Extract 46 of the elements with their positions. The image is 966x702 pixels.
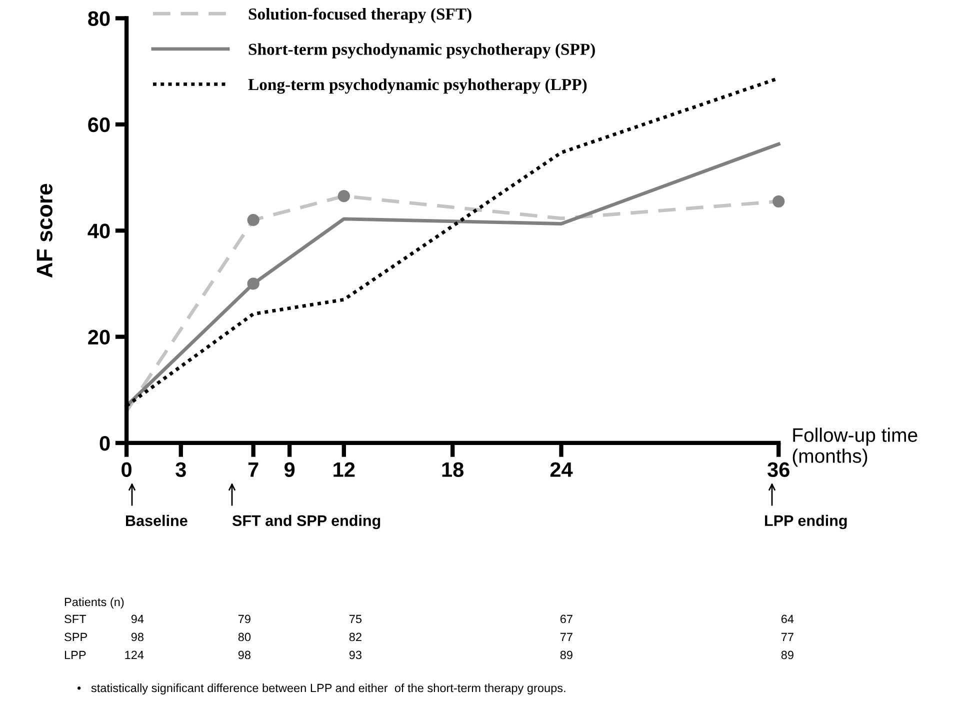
point (338, 190, 350, 202)
text: 67 (560, 614, 572, 624)
text: 77 (560, 632, 572, 642)
text: 77 (781, 632, 794, 642)
text: 124 (125, 650, 144, 660)
legend-label: Long-term psychodynamic psyhotherapy (LPP) (248, 78, 587, 94)
x-tick-label: 12 (334, 462, 355, 477)
x-tick-label: 9 (284, 462, 295, 478)
x-tick-label: 18 (442, 462, 464, 478)
text: 89 (560, 650, 572, 660)
text: SFT (64, 614, 86, 624)
point (247, 278, 260, 290)
text: 80 (238, 632, 251, 642)
point (772, 195, 785, 208)
text: 98 (238, 650, 250, 660)
text: 93 (349, 650, 362, 660)
y-tick-label: 60 (88, 117, 110, 132)
x-tick-label: 7 (248, 462, 258, 477)
y-tick-label: 80 (88, 11, 110, 26)
x-tick-label: 36 (767, 462, 790, 478)
point (247, 214, 260, 226)
y-tick-label: 0 (100, 436, 110, 451)
text: 64 (781, 614, 794, 624)
x-axis-title: Follow-up time (months) (792, 428, 918, 467)
text: 98 (131, 632, 144, 642)
text: 79 (238, 614, 250, 624)
text: LPP (64, 650, 86, 660)
y-tick-label: 40 (88, 224, 110, 238)
text: 75 (349, 614, 362, 624)
text: SFT and SPP ending (232, 514, 380, 530)
x-tick-label: 0 (122, 462, 132, 478)
x-tick-label: 3 (176, 462, 186, 478)
legend-label: Solution-focused therapy (SFT) (248, 8, 472, 24)
y-tick-label: 20 (88, 330, 110, 345)
text: 89 (781, 650, 794, 660)
x-tick-label: 24 (550, 462, 573, 477)
text: Baseline (126, 514, 188, 526)
text: Patients (n) (64, 597, 124, 608)
text: 94 (131, 614, 144, 624)
legend-label: Short-term psychodynamic psychotherapy (SPP) (248, 43, 595, 58)
text: LPP ending (765, 514, 847, 530)
line-series (124, 142, 780, 408)
text: SPP (64, 632, 87, 642)
text: • statistically significant difference between LPP and either of the short-term therapy groups. (77, 683, 566, 695)
text: 82 (349, 632, 362, 642)
y-axis-title: AF score (36, 184, 52, 278)
